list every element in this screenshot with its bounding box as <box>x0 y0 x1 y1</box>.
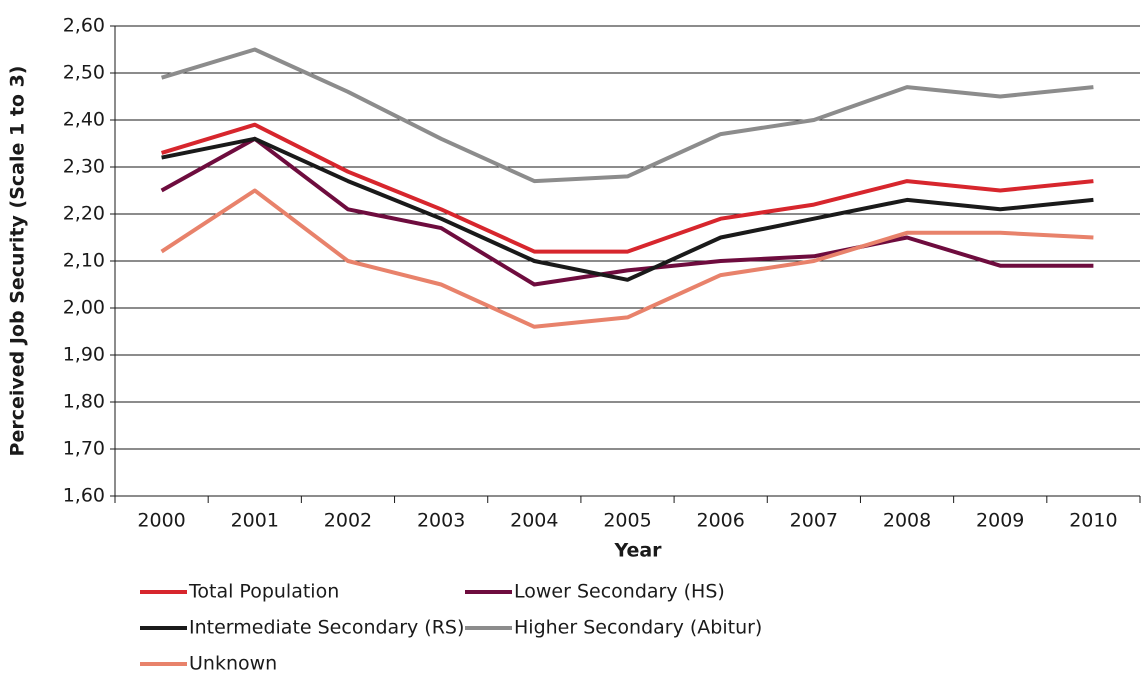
y-axis-label: Perceived Job Security (Scale 1 to 3) <box>7 66 29 457</box>
y-tick-label: 2,10 <box>63 250 105 272</box>
y-tick-label: 1,70 <box>63 438 105 460</box>
legend-label: Total Population <box>188 581 339 603</box>
x-tick-label: 2006 <box>697 510 745 532</box>
series-line <box>161 136 1094 282</box>
series-line <box>160 188 1094 329</box>
legend-label: Unknown <box>189 653 277 675</box>
series-line <box>160 136 1094 287</box>
x-tick-label: 2010 <box>1069 510 1117 532</box>
x-tick-label: 2009 <box>976 510 1024 532</box>
y-tick-label: 2,60 <box>63 15 105 37</box>
series-line <box>161 47 1094 184</box>
legend-label: Lower Secondary (HS) <box>514 581 725 603</box>
y-tick-label: 2,50 <box>63 62 105 84</box>
y-tick-label: 2,30 <box>63 156 105 178</box>
y-tick-label: 1,90 <box>63 344 105 366</box>
x-axis-label: Year <box>613 540 662 562</box>
x-tick-label: 2001 <box>231 510 279 532</box>
x-tick-label: 2002 <box>324 510 372 532</box>
x-tick-label: 2005 <box>603 510 651 532</box>
legend-label: Higher Secondary (Abitur) <box>514 617 762 639</box>
legend-label: Intermediate Secondary (RS) <box>189 617 464 639</box>
x-tick-label: 2007 <box>790 510 838 532</box>
y-tick-label: 1,60 <box>63 485 105 507</box>
y-tick-label: 2,40 <box>63 109 105 131</box>
y-tick-label: 1,80 <box>63 391 105 413</box>
x-tick-label: 2008 <box>883 510 931 532</box>
y-tick-label: 2,20 <box>63 203 105 225</box>
y-tick-label: 2,00 <box>63 297 105 319</box>
x-tick-label: 2003 <box>417 510 465 532</box>
x-tick-label: 2004 <box>510 510 558 532</box>
series-line <box>161 122 1094 254</box>
x-tick-label: 2000 <box>137 510 185 532</box>
